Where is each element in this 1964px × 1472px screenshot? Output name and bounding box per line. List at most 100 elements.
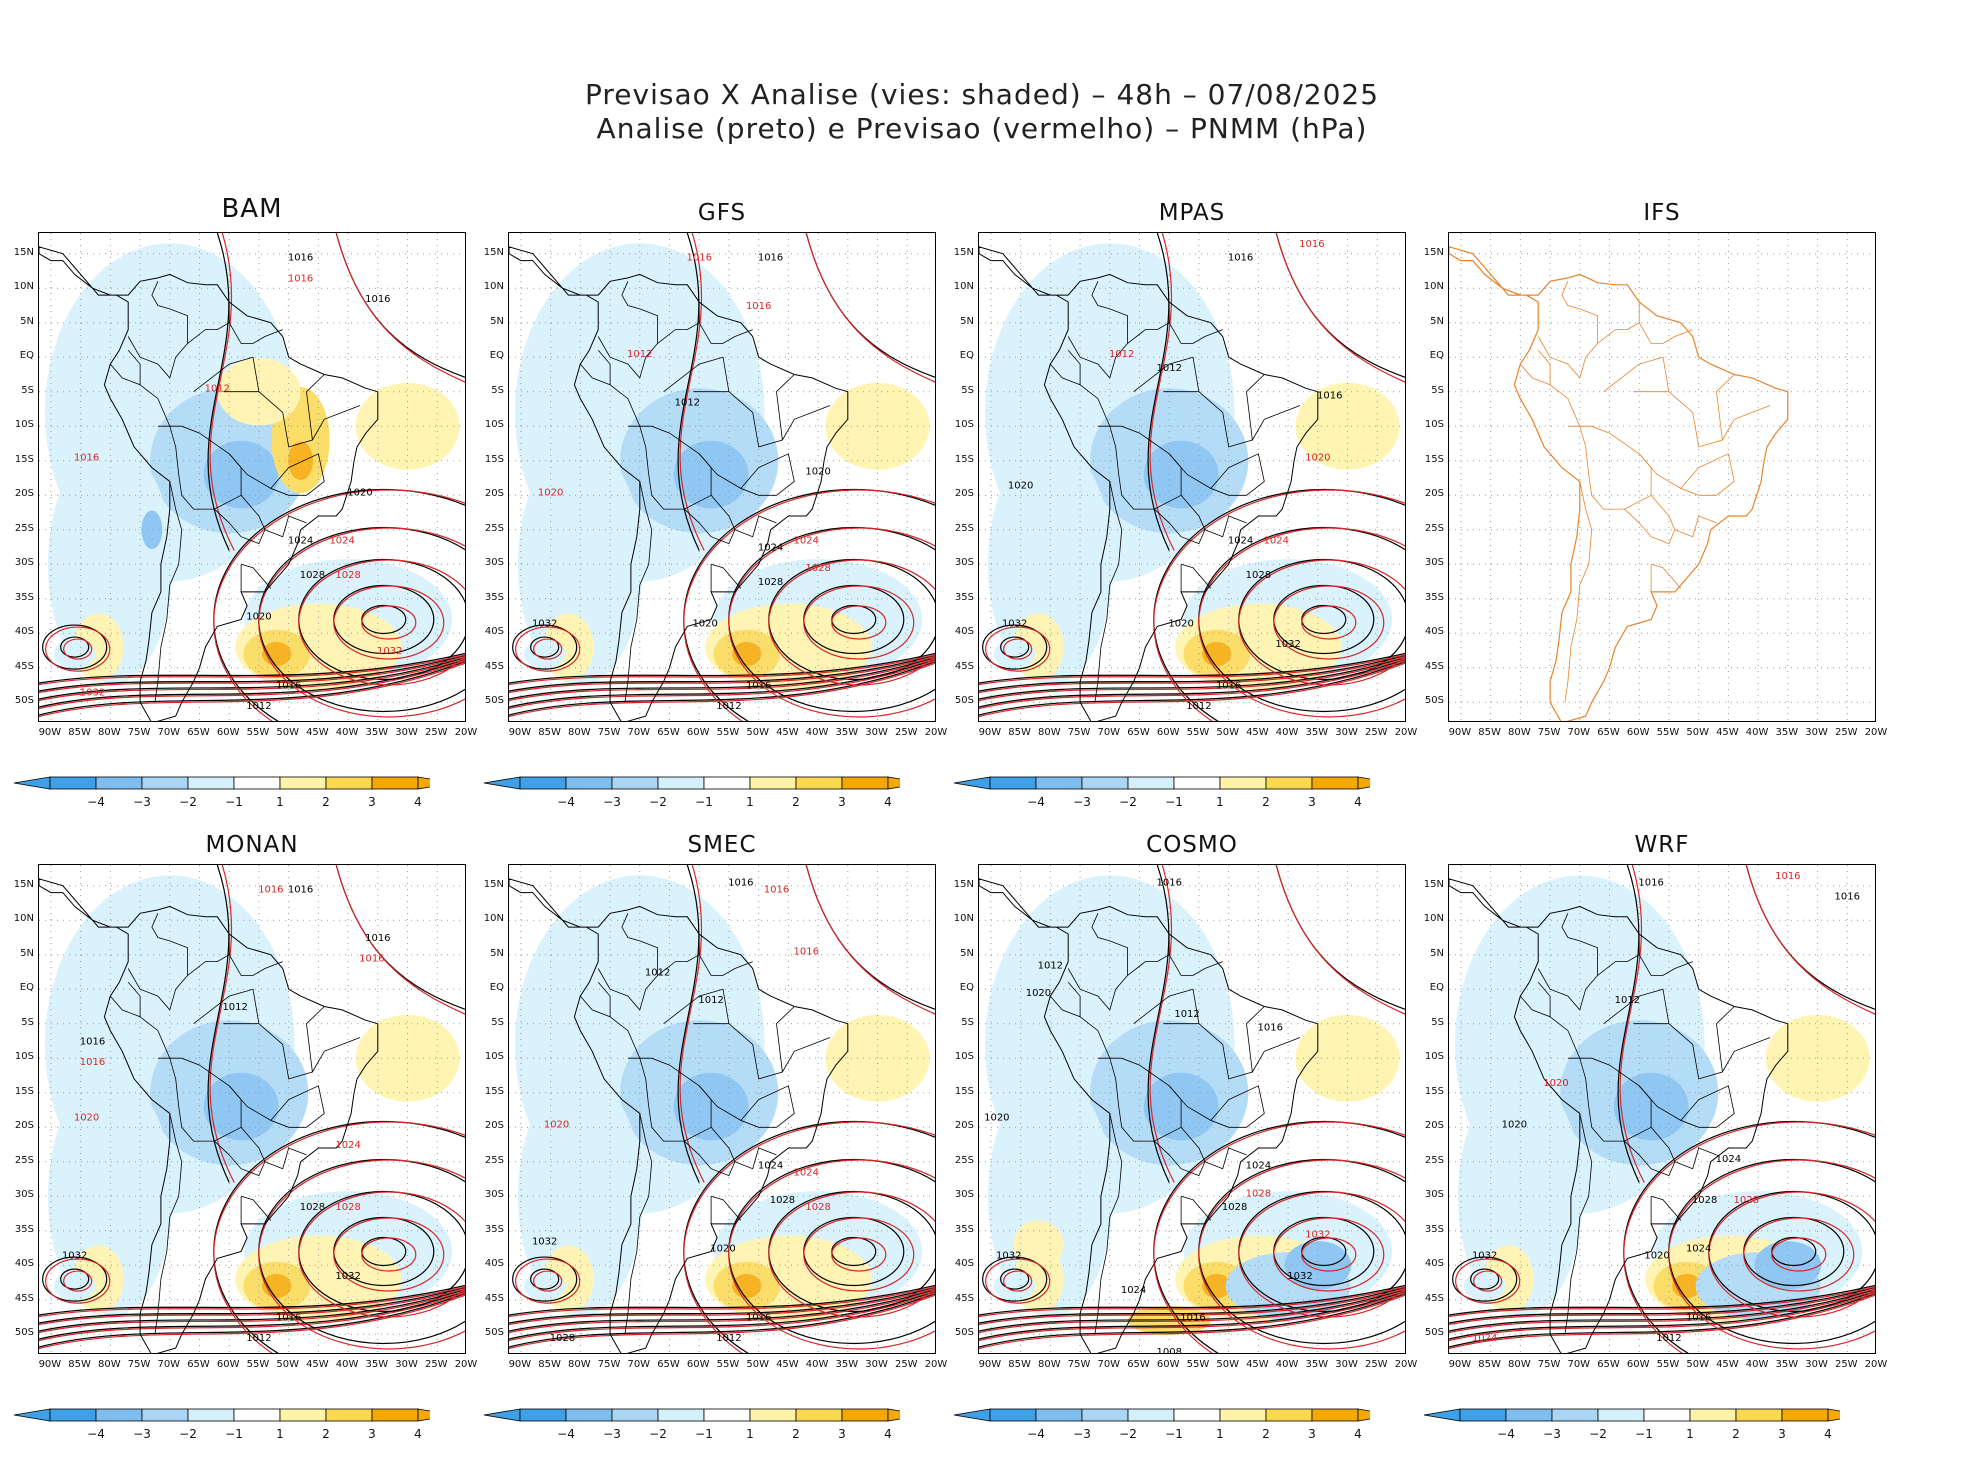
lon-tick-label: 75W — [597, 1359, 621, 1370]
colorbar-label: 4 — [884, 795, 892, 809]
country-border — [1094, 1113, 1123, 1335]
isobar-south — [39, 1294, 465, 1350]
colorbar-bin — [233, 776, 281, 790]
colorbar-label: 3 — [1308, 1427, 1316, 1441]
country-border — [342, 405, 361, 413]
isobar-high — [768, 559, 935, 686]
country-border — [1168, 954, 1223, 976]
isobar-south — [509, 662, 935, 718]
isobar-label: 1012 — [645, 967, 670, 978]
isobar-label: 1032 — [996, 1250, 1021, 1261]
isobar-label: 1012 — [716, 1333, 741, 1344]
isobar-high — [1198, 1159, 1405, 1350]
isobar-south — [509, 1294, 935, 1350]
isobar-south — [39, 654, 465, 692]
country-border — [306, 374, 325, 441]
lon-tick-label: 25W — [1364, 1359, 1388, 1370]
colorbar-bin — [1265, 1408, 1313, 1422]
lon-tick-label: 45W — [1716, 1359, 1739, 1370]
isobar-south — [509, 660, 935, 710]
lon-tick-label: 55W — [716, 727, 740, 738]
colorbar-label: −4 — [87, 1427, 105, 1441]
isobar-label: 1012 — [698, 995, 723, 1006]
colorbar-label: 3 — [1778, 1427, 1786, 1441]
isobar-high-pacific — [45, 1258, 111, 1304]
lat-tick-label: 50S — [484, 695, 504, 707]
country-border — [1650, 563, 1682, 589]
continent-outline — [1449, 246, 1789, 721]
lat-tick-label: 40S — [14, 1258, 34, 1270]
isobar-high — [258, 526, 465, 713]
lon-tick-label: 70W — [157, 1359, 181, 1370]
lat-tick-label: 45S — [14, 660, 34, 672]
isobar-label: 1032 — [377, 646, 402, 657]
country-border — [139, 1016, 242, 1142]
isobar-label: 1032 — [1472, 1250, 1497, 1261]
colorbar-label: −3 — [133, 1427, 151, 1441]
lat-tick-label: 15N — [1423, 878, 1444, 890]
isobar-label: 1012 — [1174, 1009, 1199, 1020]
lat-tick-label: 10S — [1424, 419, 1444, 431]
isobar-high — [333, 584, 435, 655]
colorbar-bin — [1219, 1408, 1267, 1422]
isobar-label: 1016 — [758, 253, 783, 264]
isobar-labels: 1016 1016 1012 1012 1016 1020 1020 1024 1024 1028… — [1002, 239, 1343, 712]
colorbar-label: −4 — [1027, 795, 1045, 809]
lon-tick-label: 20W — [454, 1359, 478, 1370]
lat-tick-label: 15S — [1424, 453, 1444, 465]
country-border — [1282, 1037, 1301, 1045]
colorbar-bin — [279, 776, 327, 790]
lon-tick-label: 45W — [776, 727, 799, 738]
isobar-label: 1032 — [1275, 639, 1300, 650]
isobars — [979, 233, 1405, 721]
map-plot: 1016 1016 1016 1012 1012 1020 1020 1024 1024 1028… — [509, 233, 935, 721]
isobar-equatorial — [805, 233, 935, 383]
isobar-high — [258, 1158, 465, 1345]
isobar-label: 1020 — [74, 1112, 99, 1123]
colorbar-label: 3 — [368, 795, 376, 809]
lat-tick-label: 45S — [484, 660, 504, 672]
colorbar-label: 4 — [1354, 1427, 1362, 1441]
lon-tick-label: 90W — [978, 727, 1002, 738]
colorbar-bin — [1311, 776, 1359, 790]
country-border — [1246, 374, 1265, 441]
country-border — [597, 913, 658, 1011]
lon-tick-label: 85W — [538, 727, 561, 738]
isobar-south — [979, 1293, 1405, 1348]
lon-tick-label: 40W — [805, 727, 829, 738]
lon-tick-label: 55W — [1656, 1359, 1680, 1370]
country-border — [214, 495, 266, 545]
isobar-high-pacific — [985, 626, 1051, 672]
lon-tick-label: 35W — [835, 727, 859, 738]
isobar-high — [768, 1190, 935, 1313]
country-border — [1680, 1085, 1735, 1128]
isobar-south — [39, 654, 465, 686]
panel-mpas: MPAS 1016 1016 1012 1012 1016 1020 1020 1024 1024… — [940, 200, 1418, 840]
country-border — [154, 481, 183, 703]
isobars — [979, 865, 1405, 1353]
country-border — [1638, 954, 1693, 976]
colorbar-label: 4 — [414, 1427, 422, 1441]
isobar-high — [1708, 1190, 1875, 1313]
isobar-high-pacific — [45, 626, 111, 672]
lon-tick-label: 90W — [1448, 1359, 1472, 1370]
isobar-high — [361, 1236, 407, 1267]
colorbar-bin — [1597, 1408, 1645, 1422]
lon-tick-label: 35W — [835, 1359, 859, 1370]
colorbar-extend-high — [887, 1408, 925, 1422]
isobar-continental — [207, 865, 230, 1183]
isobar-label: 1020 — [1543, 1078, 1568, 1089]
panel-monan: MONAN 1016 1016 1016 1016 1012 1016 1016 1020 102… — [0, 832, 478, 1472]
colorbar-extend-high — [1357, 776, 1395, 790]
lat-tick-label: 15N — [953, 246, 974, 258]
lon-tick-label: 60W — [1156, 727, 1180, 738]
lat-tick-label: 5N — [960, 947, 974, 959]
colorbar-bin — [95, 1408, 143, 1422]
isobar-label: 1028 — [335, 570, 360, 581]
country-border — [1752, 405, 1771, 413]
lat-tick-label: 25S — [14, 522, 34, 534]
isobar-continental — [1617, 865, 1640, 1183]
colorbar-label: 3 — [838, 1427, 846, 1441]
country-border — [1168, 322, 1223, 344]
colorbar-bin — [565, 776, 613, 790]
